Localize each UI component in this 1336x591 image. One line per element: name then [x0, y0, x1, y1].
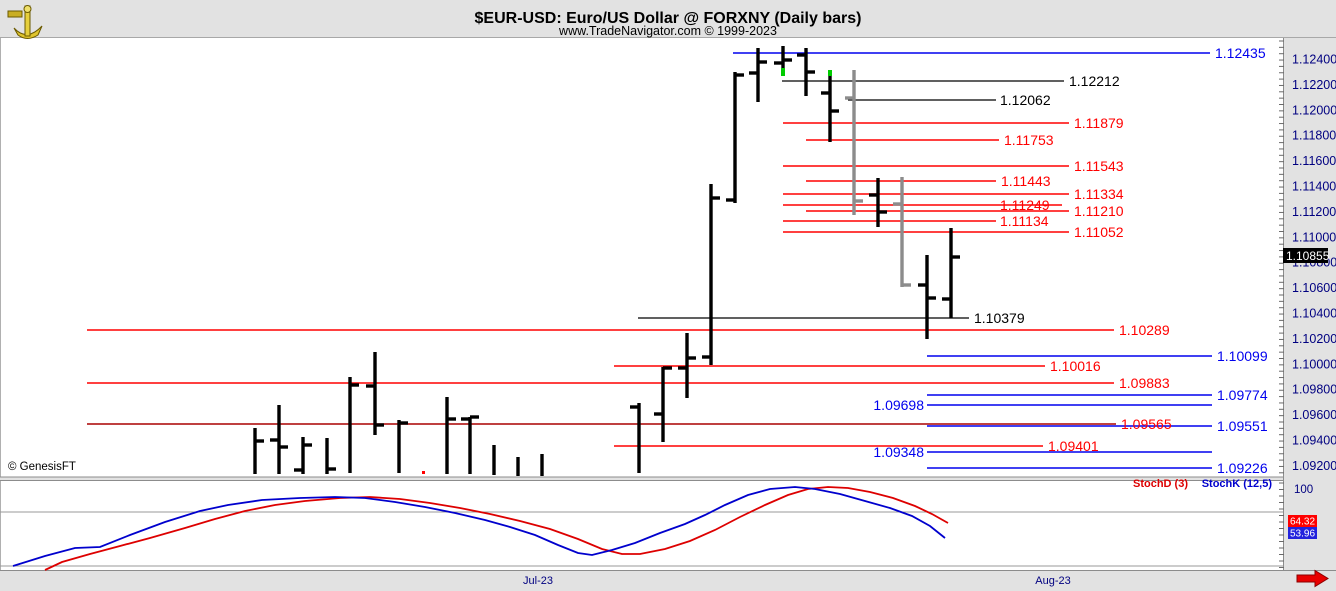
level-label-1.11753[interactable]: 1.11753: [1004, 132, 1054, 148]
level-label-1.10289[interactable]: 1.10289: [1119, 322, 1170, 338]
price-bar: [270, 405, 288, 474]
level-labels: 1.12435 1.12212 1.12062 1.11879 1.11753 1.115…: [873, 45, 1267, 476]
price-axis-label: 1.10400: [1292, 307, 1336, 321]
level-label-1.09883[interactable]: 1.09883: [1119, 375, 1170, 391]
level-label-1.12062[interactable]: 1.12062: [1000, 92, 1051, 108]
level-label-1.09774[interactable]: 1.09774: [1217, 387, 1268, 403]
date-label-aug: Aug-23: [1035, 575, 1070, 587]
logo-scope: [7, 10, 23, 18]
price-bar: [366, 352, 384, 435]
price-bar: [821, 72, 839, 142]
price-axis-label: 1.10000: [1292, 357, 1336, 371]
stoch-d-value: 64.32: [1290, 517, 1315, 528]
price-bar: [348, 377, 359, 473]
level-label-1.11249[interactable]: 1.11249: [1000, 197, 1050, 213]
stochastic-curves: [0, 486, 1283, 571]
level-label-1.12435[interactable]: 1.12435: [1215, 45, 1266, 61]
scroll-right-arrow-button[interactable]: [1296, 569, 1329, 588]
level-label-1.11052[interactable]: 1.11052: [1074, 224, 1124, 240]
level-label-1.09565[interactable]: 1.09565: [1121, 416, 1172, 432]
green-marker: [781, 68, 785, 76]
price-axis-label: 1.12200: [1292, 78, 1336, 92]
level-label-1.09401[interactable]: 1.09401: [1048, 438, 1099, 454]
green-marker: [828, 70, 832, 76]
price-bar: [445, 397, 456, 474]
level-label-1.10099[interactable]: 1.10099: [1217, 348, 1268, 364]
level-label-1.11543[interactable]: 1.11543: [1074, 158, 1124, 174]
price-bar: [726, 72, 744, 203]
header: $EUR-USD: Euro/US Dollar @ FORXNY (Daily…: [7, 5, 862, 39]
stoch-k-value: 53.96: [1290, 529, 1315, 540]
price-bar: [325, 438, 336, 474]
level-label-1.11210[interactable]: 1.11210: [1074, 203, 1124, 219]
level-label-1.09698[interactable]: 1.09698: [873, 397, 924, 413]
price-panel: [1, 38, 1283, 477]
price-bars: [253, 46, 960, 476]
price-bar-gray: [893, 177, 911, 287]
red-dot-marker: [422, 471, 425, 474]
level-label-1.11334[interactable]: 1.11334: [1074, 186, 1124, 202]
price-axis-label: 1.11800: [1292, 129, 1336, 143]
date-label-jul: Jul-23: [523, 575, 553, 587]
price-bar: [461, 415, 479, 474]
level-label-1.09551[interactable]: 1.09551: [1217, 418, 1268, 434]
logo-arc: [13, 25, 43, 39]
price-axis-label: 1.11400: [1292, 180, 1336, 194]
stoch-k-curve: [12, 486, 946, 567]
price-bar: [253, 428, 264, 474]
panel-divider[interactable]: [0, 477, 1283, 481]
price-axis-label: 1.10200: [1292, 332, 1336, 346]
price-bar: [749, 48, 767, 102]
price-axis-label: 1.12000: [1292, 103, 1336, 117]
price-bar: [630, 403, 641, 473]
level-label-1.09226[interactable]: 1.09226: [1217, 460, 1268, 476]
price-axis-label: 1.11600: [1292, 154, 1336, 168]
logo-knob: [23, 5, 32, 13]
last-price-value: 1.10855: [1286, 249, 1330, 263]
price-bar: [918, 255, 936, 339]
stoch-scale-100-label: 100: [1294, 484, 1313, 496]
level-label-1.10379[interactable]: 1.10379: [974, 310, 1025, 326]
price-axis-label: 1.09800: [1292, 383, 1336, 397]
stochastic-panel: [1, 480, 1283, 571]
price-bar: [397, 420, 408, 473]
price-bar: [294, 437, 312, 474]
stoch-k-badge: 53.96: [1288, 527, 1317, 540]
genesis-watermark: © GenesisFT: [8, 461, 76, 473]
price-axis-label: 1.12400: [1292, 53, 1336, 67]
genesis-logo-icon: [7, 5, 43, 39]
price-bar-gray: [845, 70, 863, 215]
level-label-1.10016[interactable]: 1.10016: [1050, 358, 1101, 374]
price-axis: 1.12400 1.12200 1.12000 1.11800 1.11600 1.114…: [1279, 40, 1336, 568]
price-bar: [797, 48, 815, 96]
chart-title: $EUR-USD: Euro/US Dollar @ FORXNY (Daily…: [475, 10, 862, 27]
stoch-d-badge: 64.32: [1288, 515, 1317, 528]
stoch-d-legend[interactable]: StochD (3): [1133, 478, 1188, 490]
last-price-badge: 1.10855: [1283, 248, 1330, 263]
level-label-1.11443[interactable]: 1.11443: [1001, 173, 1051, 189]
price-axis-label: 1.09600: [1292, 408, 1336, 422]
price-bar: [869, 178, 887, 227]
level-label-1.12212[interactable]: 1.12212: [1069, 73, 1120, 89]
bar-markers: [422, 68, 832, 474]
level-label-1.09348[interactable]: 1.09348: [873, 444, 924, 460]
chart-subtitle: www.TradeNavigator.com © 1999-2023: [558, 24, 777, 38]
price-bar: [654, 366, 672, 442]
price-axis-label: 1.11200: [1292, 205, 1336, 219]
level-label-1.11879[interactable]: 1.11879: [1074, 115, 1124, 131]
level-label-1.11134[interactable]: 1.11134: [1000, 213, 1049, 229]
price-axis-label: 1.10600: [1292, 281, 1336, 295]
price-bar: [678, 333, 696, 398]
price-bar: [942, 228, 960, 318]
stoch-d-curve: [44, 486, 949, 571]
price-axis-label: 1.09400: [1292, 434, 1336, 448]
stoch-k-legend[interactable]: StochK (12,5): [1202, 478, 1273, 490]
price-axis-label: 1.11000: [1292, 230, 1336, 244]
price-axis-label: 1.09200: [1292, 459, 1336, 473]
price-bar: [702, 184, 720, 365]
